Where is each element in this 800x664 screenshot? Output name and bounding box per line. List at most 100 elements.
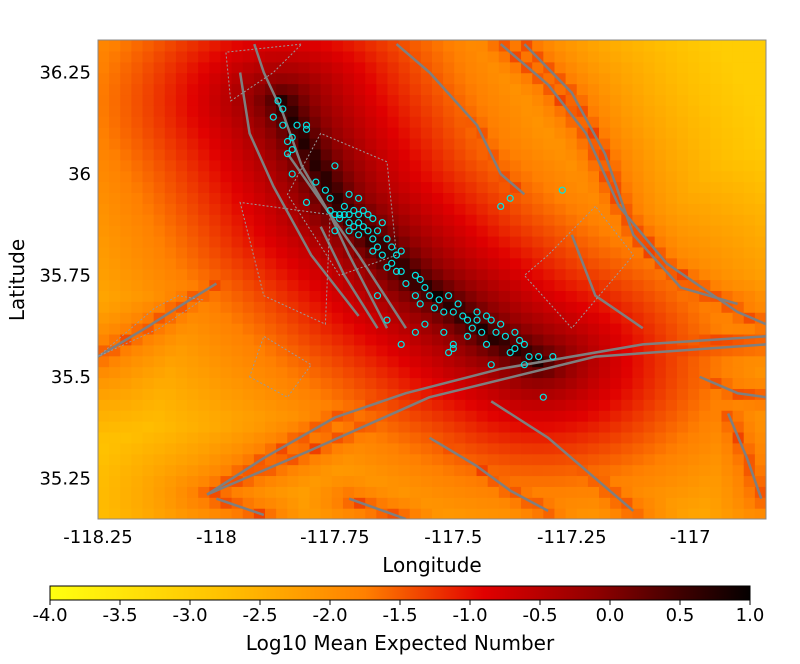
heatmap-cell bbox=[253, 203, 266, 215]
heatmap-cell bbox=[688, 464, 700, 477]
heatmap-cell bbox=[454, 83, 466, 96]
heatmap-cell bbox=[365, 486, 377, 498]
heatmap-cell bbox=[710, 159, 723, 172]
heatmap-cell bbox=[298, 431, 311, 444]
heatmap-cell bbox=[465, 148, 478, 161]
heatmap-cell bbox=[164, 323, 177, 335]
heatmap-cell bbox=[688, 355, 700, 368]
heatmap-cell bbox=[287, 312, 299, 324]
heatmap-cell bbox=[543, 333, 556, 346]
heatmap-cell bbox=[699, 323, 711, 335]
heatmap-cell bbox=[354, 464, 366, 477]
heatmap-cell bbox=[354, 508, 366, 519]
heatmap-cell bbox=[543, 377, 556, 389]
heatmap-cell bbox=[109, 94, 121, 106]
heatmap-cell bbox=[643, 170, 656, 183]
heatmap-cell bbox=[732, 116, 745, 128]
heatmap-cell bbox=[576, 486, 589, 498]
heatmap-cell bbox=[231, 453, 244, 466]
heatmap-cell bbox=[131, 464, 144, 477]
heatmap-cell bbox=[131, 246, 144, 259]
heatmap-cell bbox=[688, 333, 700, 346]
heatmap-cell bbox=[209, 116, 222, 128]
heatmap-cell bbox=[231, 399, 244, 411]
heatmap-cell bbox=[754, 431, 766, 444]
heatmap-cell bbox=[710, 127, 723, 139]
heatmap-cell bbox=[665, 105, 678, 117]
heatmap-cell bbox=[320, 366, 333, 379]
heatmap-cell bbox=[754, 377, 766, 389]
heatmap-cell bbox=[109, 235, 121, 248]
heatmap-cell bbox=[120, 410, 132, 422]
heatmap-cell bbox=[320, 333, 333, 346]
heatmap-cell bbox=[443, 366, 455, 379]
heatmap-cell bbox=[220, 333, 233, 346]
heatmap-cell bbox=[465, 94, 478, 106]
heatmap-cell bbox=[220, 235, 233, 248]
heatmap-cell bbox=[409, 225, 422, 237]
heatmap-cell bbox=[721, 497, 734, 509]
heatmap-cell bbox=[476, 399, 489, 411]
heatmap-cell bbox=[487, 105, 500, 117]
heatmap-cell bbox=[409, 127, 422, 139]
heatmap-cell bbox=[532, 410, 544, 422]
heatmap-cell bbox=[365, 388, 377, 400]
heatmap-cell bbox=[365, 279, 377, 291]
heatmap-cell bbox=[721, 323, 734, 335]
heatmap-cell bbox=[443, 181, 455, 194]
heatmap-cell bbox=[253, 246, 266, 259]
heatmap-cell bbox=[532, 421, 544, 433]
heatmap-cell bbox=[153, 366, 166, 379]
heatmap-cell bbox=[443, 235, 455, 248]
heatmap-cell bbox=[253, 94, 266, 106]
heatmap-cell bbox=[387, 333, 400, 346]
heatmap-cell bbox=[432, 475, 444, 487]
heatmap-cell bbox=[643, 486, 656, 498]
heatmap-cell bbox=[665, 421, 678, 433]
earthquake-event bbox=[373, 227, 382, 235]
heatmap-cell bbox=[554, 475, 567, 487]
heatmap-cell bbox=[398, 453, 411, 466]
heatmap-cell bbox=[721, 181, 734, 194]
heatmap-cell bbox=[743, 105, 756, 117]
heatmap-cell bbox=[543, 170, 556, 183]
heatmap-cell bbox=[198, 105, 210, 117]
heatmap-cell bbox=[398, 290, 411, 302]
heatmap-cell bbox=[109, 399, 121, 411]
heatmap-cell bbox=[643, 366, 656, 379]
heatmap-cell bbox=[699, 268, 711, 281]
heatmap-cell bbox=[599, 61, 611, 74]
heatmap-cell bbox=[231, 235, 244, 248]
heatmap-cell bbox=[175, 399, 188, 411]
heatmap-cell bbox=[543, 290, 556, 302]
heatmap-cell bbox=[298, 475, 311, 487]
heatmap-cell bbox=[220, 301, 233, 313]
heatmap-cell bbox=[443, 94, 455, 106]
heatmap-cell bbox=[465, 301, 478, 313]
heatmap-cell bbox=[376, 235, 389, 248]
heatmap-cell bbox=[231, 279, 244, 291]
heatmap-cell bbox=[610, 344, 622, 357]
heatmap-cell bbox=[209, 94, 222, 106]
heatmap-cell bbox=[198, 192, 210, 204]
heatmap-cell bbox=[710, 72, 723, 85]
heatmap-cell bbox=[454, 464, 466, 477]
heatmap-cell bbox=[387, 50, 400, 63]
heatmap-cell bbox=[120, 508, 132, 519]
fault-segment-outline bbox=[523, 205, 634, 329]
heatmap-cell bbox=[443, 72, 455, 85]
heatmap-cell bbox=[710, 50, 723, 63]
heatmap-cell bbox=[398, 333, 411, 346]
earthquake-event bbox=[388, 259, 396, 267]
heatmap-cell bbox=[231, 431, 244, 444]
heatmap-cell bbox=[543, 137, 556, 150]
heatmap-cell bbox=[587, 83, 600, 96]
heatmap-cell bbox=[676, 61, 689, 74]
heatmap-cell bbox=[454, 225, 466, 237]
heatmap-cell bbox=[198, 508, 210, 519]
heatmap-cell bbox=[665, 312, 678, 324]
heatmap-cell bbox=[153, 475, 166, 487]
heatmap-cell bbox=[253, 279, 266, 291]
heatmap-cell bbox=[699, 40, 711, 52]
